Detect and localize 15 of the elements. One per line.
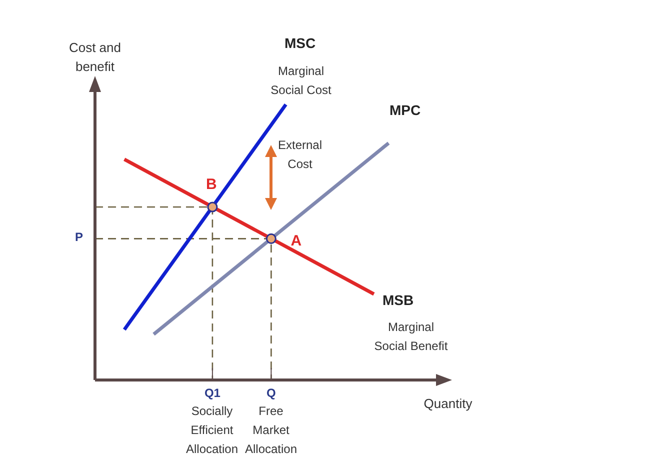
text: MSC xyxy=(284,35,316,51)
series-label: A xyxy=(290,232,302,250)
annotation: External Cost xyxy=(278,138,322,171)
x-tick-label: Q1 xyxy=(204,386,221,400)
text: Marginal Social Cost xyxy=(270,64,332,97)
x-axis-title: Quantity xyxy=(424,396,473,411)
x-tick-label: Q xyxy=(266,386,276,400)
series-label: B xyxy=(206,176,218,194)
text: P xyxy=(74,230,84,244)
series-label: MPC xyxy=(389,102,421,118)
annotation: Marginal Social Benefit xyxy=(374,320,448,353)
series-label: MSB xyxy=(382,292,414,308)
y-axis-title: Cost and benefit xyxy=(68,40,122,74)
text: Socially Efficient Allocation xyxy=(186,404,238,456)
text: Free Market Allocation xyxy=(244,404,298,456)
